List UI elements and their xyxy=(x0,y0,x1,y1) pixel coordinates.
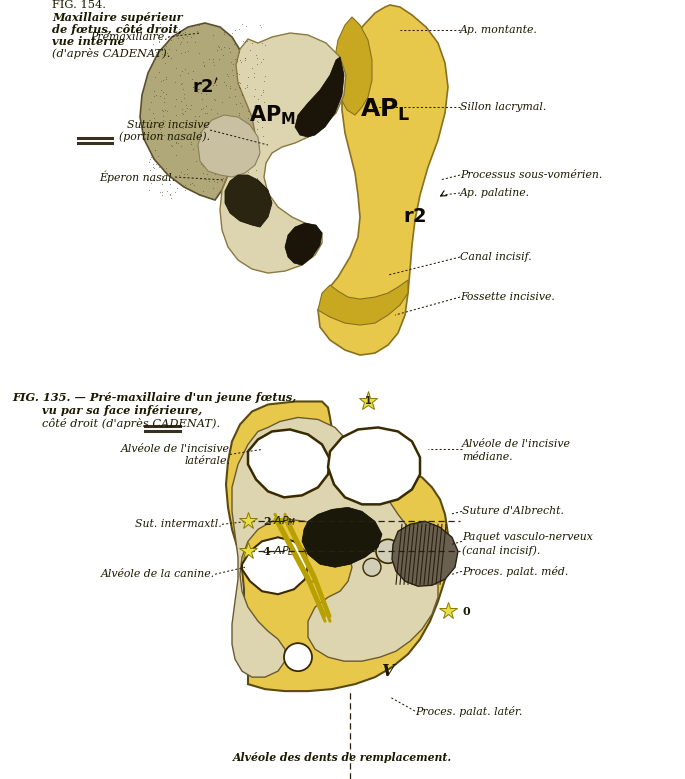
Text: Alvéole de l'incisive: Alvéole de l'incisive xyxy=(462,439,571,449)
Text: Sillon lacrymal.: Sillon lacrymal. xyxy=(460,102,547,112)
Polygon shape xyxy=(318,280,408,325)
Polygon shape xyxy=(242,538,308,594)
Text: FIG. 154.: FIG. 154. xyxy=(52,0,106,10)
Text: Canal incisif.: Canal incisif. xyxy=(460,252,532,262)
Text: $AP_M$: $AP_M$ xyxy=(273,514,297,528)
Text: $\mathbf{r2'}$: $\mathbf{r2'}$ xyxy=(192,78,219,97)
Text: Processus sous-vomérien.: Processus sous-vomérien. xyxy=(460,170,602,180)
Text: V: V xyxy=(382,663,395,679)
Polygon shape xyxy=(220,33,346,273)
Polygon shape xyxy=(248,429,330,497)
Text: 4: 4 xyxy=(263,546,271,557)
Text: Ap. montante.: Ap. montante. xyxy=(460,25,538,35)
Text: de fœtus, côté droit,: de fœtus, côté droit, xyxy=(52,23,182,34)
Polygon shape xyxy=(392,521,458,587)
Polygon shape xyxy=(226,401,448,691)
Text: Proces. palat. latér.: Proces. palat. latér. xyxy=(415,706,523,717)
Text: 0: 0 xyxy=(463,606,471,617)
Text: Sut. intermaxtl.: Sut. intermaxtl. xyxy=(135,520,222,529)
Circle shape xyxy=(363,559,381,576)
Polygon shape xyxy=(285,223,322,265)
Text: Suture incisive: Suture incisive xyxy=(127,120,210,130)
Polygon shape xyxy=(232,418,438,677)
Polygon shape xyxy=(198,115,260,177)
Polygon shape xyxy=(318,5,448,355)
Text: médiane.: médiane. xyxy=(462,453,512,463)
Text: vu par sa face inférieure,: vu par sa face inférieure, xyxy=(42,405,202,416)
Text: Ap. palatine.: Ap. palatine. xyxy=(460,188,530,198)
Text: FIG. 135. — Pré-maxillaire d'un jeune fœtus,: FIG. 135. — Pré-maxillaire d'un jeune fœ… xyxy=(12,392,296,403)
Text: Prémaxillaire.: Prémaxillaire. xyxy=(90,32,168,42)
Circle shape xyxy=(284,643,312,671)
Text: Fossette incisive.: Fossette incisive. xyxy=(460,292,555,302)
Text: latérale.: latérale. xyxy=(184,456,230,467)
Polygon shape xyxy=(335,17,372,115)
Text: Éperon nasal.: Éperon nasal. xyxy=(99,171,175,183)
Text: vue interne: vue interne xyxy=(52,36,125,47)
Circle shape xyxy=(376,539,400,563)
Text: (canal incisif).: (canal incisif). xyxy=(462,545,540,555)
Polygon shape xyxy=(140,23,262,200)
Text: 1: 1 xyxy=(364,397,371,407)
Polygon shape xyxy=(295,57,344,137)
Text: Alvéole de l'incisive: Alvéole de l'incisive xyxy=(121,445,230,454)
Text: Maxillaire supérieur: Maxillaire supérieur xyxy=(52,12,183,23)
Text: côté droit (d'après CADENAT).: côté droit (d'après CADENAT). xyxy=(42,418,220,429)
Text: 2: 2 xyxy=(263,516,271,527)
Polygon shape xyxy=(225,175,272,227)
Text: Proces. palat. méd.: Proces. palat. méd. xyxy=(462,566,569,576)
Text: (d'après CADENAT).: (d'après CADENAT). xyxy=(52,48,171,58)
Text: $\mathbf{AP_M}$: $\mathbf{AP_M}$ xyxy=(249,104,295,127)
Text: Paquet vasculo-nerveux: Paquet vasculo-nerveux xyxy=(462,532,593,542)
Polygon shape xyxy=(302,507,382,567)
Polygon shape xyxy=(328,428,420,504)
Text: $AP_L$: $AP_L$ xyxy=(273,545,294,559)
Text: (portion nasale).: (portion nasale). xyxy=(119,132,210,143)
Text: $\mathbf{r2}$: $\mathbf{r2}$ xyxy=(403,208,427,226)
Text: $\mathbf{AP_L}$: $\mathbf{AP_L}$ xyxy=(360,97,410,123)
Text: Alvéole des dents de remplacement.: Alvéole des dents de remplacement. xyxy=(232,752,451,763)
Text: Suture d'Albrecht.: Suture d'Albrecht. xyxy=(462,506,564,516)
Text: Alvéole de la canine.: Alvéole de la canine. xyxy=(101,569,215,580)
